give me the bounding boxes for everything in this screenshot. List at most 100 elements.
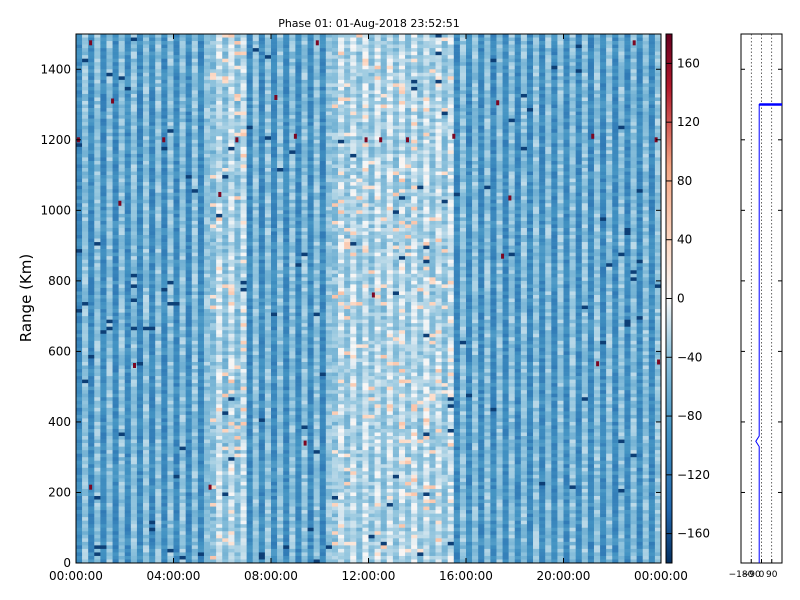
heatmap-cell	[203, 312, 211, 317]
heatmap-cell	[197, 464, 205, 469]
heatmap-cell	[240, 309, 247, 313]
heatmap-cell	[155, 552, 162, 557]
heatmap-cell	[82, 238, 89, 243]
heatmap-cell	[203, 160, 211, 165]
heatmap-cell	[258, 450, 266, 454]
heatmap-cell	[167, 559, 174, 564]
heatmap-cell	[149, 520, 156, 525]
heatmap-cell	[161, 376, 168, 380]
heatmap-cell	[149, 118, 156, 123]
heatmap-cell	[118, 90, 126, 95]
heatmap-cell	[161, 386, 168, 391]
heatmap-cell	[246, 245, 254, 250]
heatmap-cell	[130, 266, 138, 271]
heatmap-cell	[161, 34, 168, 38]
heatmap-cell	[216, 150, 223, 155]
heatmap-cell	[252, 414, 260, 419]
heatmap-cell	[143, 376, 150, 380]
heatmap-cell	[149, 65, 156, 70]
heatmap-cell	[76, 418, 83, 423]
heatmap-cell	[82, 196, 89, 201]
heatmap-cell	[88, 531, 95, 536]
heatmap-cell	[252, 517, 260, 521]
heatmap-cell	[130, 108, 138, 112]
heatmap-cell	[252, 436, 260, 440]
heatmap-cell	[118, 86, 126, 91]
heatmap-cell	[264, 132, 272, 137]
heatmap-cell	[216, 520, 223, 525]
heatmap-cell	[106, 101, 113, 105]
heatmap-cell	[167, 72, 174, 77]
heatmap-cell	[161, 453, 168, 458]
heatmap-cell	[222, 457, 229, 462]
heatmap-cell	[143, 478, 150, 483]
heatmap-cell	[100, 263, 107, 268]
heatmap-cell	[167, 291, 174, 296]
heatmap-cell	[271, 495, 278, 500]
heatmap-cell	[130, 541, 138, 546]
heatmap-cell	[258, 481, 266, 486]
heatmap-cell	[240, 157, 247, 162]
heatmap-cell	[136, 157, 144, 162]
heatmap-cell	[76, 34, 83, 38]
heatmap-cell	[179, 439, 186, 444]
heatmap-cell	[197, 481, 205, 486]
heatmap-cell	[264, 506, 272, 511]
heatmap-cell	[246, 168, 254, 172]
heatmap-cell	[143, 270, 150, 275]
heatmap-cell	[76, 132, 83, 137]
heatmap-cell	[143, 499, 150, 504]
heatmap-cell	[76, 351, 83, 356]
heatmap-cell	[136, 428, 144, 433]
heatmap-cell	[179, 104, 186, 109]
heatmap-cell	[240, 55, 247, 59]
heatmap-cell	[100, 44, 107, 49]
heatmap-cell	[234, 143, 241, 148]
heatmap-cell	[155, 118, 162, 123]
heatmap-cell	[191, 157, 199, 162]
heatmap-cell	[100, 93, 107, 98]
heatmap-cell	[149, 555, 156, 560]
heatmap-cell	[264, 340, 272, 345]
heatmap-cell	[94, 453, 101, 458]
heatmap-cell	[106, 358, 113, 363]
heatmap-cell	[258, 196, 266, 201]
heatmap-cell	[234, 280, 241, 285]
heatmap-cell	[216, 330, 223, 335]
heatmap-cell	[100, 287, 107, 292]
heatmap-cell	[155, 421, 162, 426]
heatmap-cell	[185, 474, 193, 479]
heatmap-cell	[228, 259, 235, 264]
heatmap-cell	[130, 153, 138, 158]
heatmap-cell	[228, 143, 235, 148]
heatmap-cell	[173, 467, 180, 472]
heatmap-cell	[173, 86, 180, 91]
heatmap-cell	[271, 168, 278, 172]
heatmap-cell	[130, 344, 138, 349]
heatmap-cell	[82, 235, 89, 239]
heatmap-cell	[149, 217, 156, 222]
heatmap-cell	[167, 421, 174, 426]
heatmap-cell	[210, 559, 217, 564]
heatmap-cell	[149, 136, 156, 141]
heatmap-cell	[271, 552, 278, 557]
heatmap-cell	[143, 115, 150, 119]
heatmap-cell	[203, 464, 211, 469]
heatmap-cell	[149, 192, 156, 197]
heatmap-cell	[143, 217, 150, 222]
heatmap-cell	[264, 79, 272, 84]
heatmap-cell	[222, 182, 229, 186]
heatmap-cell	[136, 132, 144, 137]
heatmap-cell	[252, 62, 260, 67]
heatmap-cell	[167, 150, 174, 155]
heatmap-cell	[155, 125, 162, 130]
heatmap-cell	[234, 164, 241, 169]
heatmap-cell	[106, 425, 113, 430]
heatmap-cell	[203, 460, 211, 465]
heatmap-cell	[185, 217, 193, 222]
heatmap-cell	[173, 287, 180, 292]
heatmap-cell	[210, 125, 217, 130]
heatmap-cell	[210, 139, 217, 144]
heatmap-cell	[155, 224, 162, 229]
heatmap-cell	[130, 182, 138, 186]
